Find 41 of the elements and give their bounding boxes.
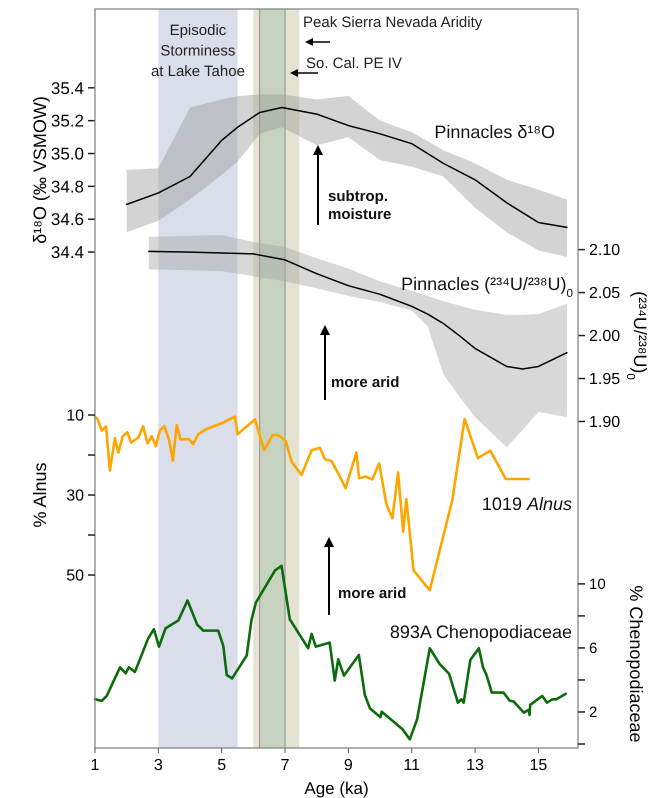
annotation: subtrop. moisture xyxy=(328,188,392,223)
y-tick-label: 34.6 xyxy=(50,210,84,230)
band-label: Peak Sierra Nevada Aridity xyxy=(303,14,483,31)
y-tick-label: 34.4 xyxy=(50,243,84,262)
line-series xyxy=(126,106,568,228)
y-axis-title: % Alnus xyxy=(30,462,50,528)
x-tick-label: 7 xyxy=(280,757,290,774)
x-tick-label: 15 xyxy=(530,757,548,774)
x-tick-label: 1 xyxy=(90,757,100,774)
y-tick-label: 35.2 xyxy=(50,112,84,131)
annotation: more arid xyxy=(331,374,400,391)
y-tick-label: 34.8 xyxy=(50,177,84,196)
y2-tick-label: 2.10 xyxy=(589,242,620,260)
y-tick-label: 35.4 xyxy=(50,78,84,98)
series-label: Pinnacles (²³⁴U/²³⁸U)$_{0}$ xyxy=(401,274,574,300)
y2-tick-label: 2.00 xyxy=(589,328,620,346)
series-label: 893A Chenopodiaceae xyxy=(390,622,572,642)
x-tick-label: 3 xyxy=(154,757,163,774)
x-tick-label: 11 xyxy=(403,757,420,774)
y2-tick-label: 1.90 xyxy=(589,414,620,432)
y2-tick-label: 2 xyxy=(589,704,598,722)
y2-tick-label: 10 xyxy=(589,576,606,594)
line-series xyxy=(148,250,568,370)
y-tick-label: 10 xyxy=(66,408,84,425)
x-tick-label: 9 xyxy=(344,757,353,774)
y2-tick-label: 6 xyxy=(589,640,598,658)
series-label: 1019 Alnus xyxy=(482,494,572,514)
x-axis-title: Age (ka) xyxy=(304,779,369,798)
x-tick-label: 5 xyxy=(217,757,226,774)
y-tick-label: 30 xyxy=(66,488,84,505)
y-axis-title: δ¹⁸O (‰ VSMOW) xyxy=(30,96,50,244)
y-tick-label: 50 xyxy=(66,568,84,585)
annotation: more arid xyxy=(338,585,406,602)
series-label: Pinnacles δ¹⁸O xyxy=(434,122,555,142)
y2-tick-label: 2.05 xyxy=(589,285,620,302)
band-label: Episodic Storminess at Lake Tahoe xyxy=(150,22,245,80)
band-label: So. Cal. PE IV xyxy=(306,55,402,72)
x-tick-label: 13 xyxy=(466,757,484,774)
y-tick-label: 35.0 xyxy=(50,144,84,164)
y2-axis-title: % Chenopodiaceae xyxy=(626,585,646,742)
y2-tick-label: 1.95 xyxy=(589,371,620,388)
